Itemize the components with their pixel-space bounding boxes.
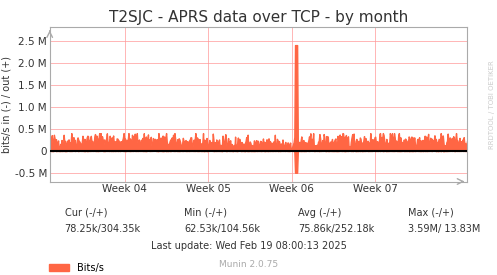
Text: Cur (-/+): Cur (-/+) xyxy=(65,208,107,218)
Text: Munin 2.0.75: Munin 2.0.75 xyxy=(219,260,278,269)
Text: 78.25k/304.35k: 78.25k/304.35k xyxy=(65,224,141,234)
Text: Last update: Wed Feb 19 08:00:13 2025: Last update: Wed Feb 19 08:00:13 2025 xyxy=(151,241,346,251)
Y-axis label: bits/s in (-) / out (+): bits/s in (-) / out (+) xyxy=(2,56,12,153)
Text: RRDTOOL / TOBI OETIKER: RRDTOOL / TOBI OETIKER xyxy=(489,60,495,149)
Text: 62.53k/104.56k: 62.53k/104.56k xyxy=(184,224,260,234)
Legend: Bits/s: Bits/s xyxy=(46,259,107,275)
Text: Max (-/+): Max (-/+) xyxy=(408,208,453,218)
Text: Avg (-/+): Avg (-/+) xyxy=(298,208,341,218)
Text: 3.59M/ 13.83M: 3.59M/ 13.83M xyxy=(408,224,480,234)
Text: Min (-/+): Min (-/+) xyxy=(184,208,227,218)
Title: T2SJC - APRS data over TCP - by month: T2SJC - APRS data over TCP - by month xyxy=(109,10,408,25)
Text: 75.86k/252.18k: 75.86k/252.18k xyxy=(298,224,374,234)
